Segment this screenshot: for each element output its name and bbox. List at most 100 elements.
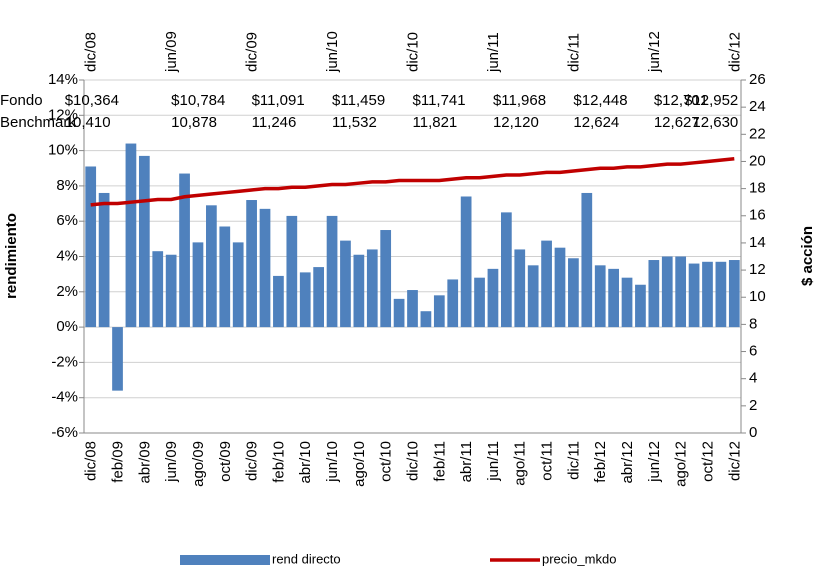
bar [259,208,271,328]
top-tick-label: dic/10 [404,32,421,72]
bar [661,256,673,328]
top-tick-label: jun/12 [646,31,663,73]
y-tick-label: 10% [48,142,78,159]
y-axis-title: rendimiento [3,213,20,299]
x-tick-label: ago/12 [673,441,690,487]
top-tick-label: jun/10 [324,31,341,73]
x-tick-label: feb/12 [592,441,609,483]
y2-tick-label: 22 [749,125,766,142]
bar [206,205,217,328]
y-tick-label: -2% [51,353,78,370]
bar [179,173,190,328]
bar [433,295,445,328]
x-tick-label: oct/11 [539,441,556,481]
y2-tick-label: 2 [749,397,757,414]
bar [165,254,177,328]
x-tick-label: abr/09 [136,441,153,484]
annotation-value: $12,952 [684,92,738,109]
y2-tick-label: 4 [749,370,757,387]
y2-tick-label: 6 [749,343,757,360]
bar [500,212,512,328]
bar [340,240,351,328]
bar [568,258,579,328]
bar [514,249,526,328]
bar [460,196,472,328]
y2-tick-label: 10 [749,288,766,305]
top-tick-label: dic/11 [565,33,582,72]
annotation-value: $10,364 [65,92,119,109]
bar [393,298,405,328]
bar [366,249,378,328]
annotation-value: $11,091 [252,92,305,109]
bar [407,290,418,328]
annotation-value: 10,410 [65,114,111,131]
line [90,157,735,207]
bar [581,192,593,328]
bar [152,251,164,328]
x-tick-label: dic/12 [726,441,743,481]
bar [299,272,311,328]
annotation-value: 11,246 [252,114,297,131]
annotation-value: $10,784 [171,92,225,109]
x-tick-label: jun/12 [646,441,663,483]
annotation-value: $11,968 [493,92,546,109]
x-tick-label: jun/10 [324,441,341,483]
bar [232,242,244,328]
x-tick-label: dic/09 [244,441,261,481]
annotation-label: Fondo [0,92,43,109]
bar [715,261,727,328]
x-tick-label: ago/09 [190,441,207,487]
bar [353,254,365,328]
bar [380,230,392,328]
bar [125,143,137,328]
bar [313,267,325,328]
top-tick-label: dic/09 [244,32,261,72]
x-tick-label: ago/11 [512,441,529,486]
bar [608,268,619,328]
annotation-value: $12,701 [654,92,708,109]
bar [702,261,713,328]
x-tick-label: jun/11 [485,441,502,482]
annotation-value: 11,532 [332,114,377,131]
y2-tick-label: 20 [749,152,766,169]
bar [246,200,257,328]
bar [138,155,150,328]
bar [85,166,97,328]
y-tick-label: 0% [56,318,78,335]
y2-tick-label: 0 [749,424,757,441]
annotation-value: 12,624 [573,114,619,131]
x-tick-label: oct/09 [217,441,234,482]
top-tick-label: dic/08 [83,32,100,72]
y2-tick-label: 12 [749,261,766,278]
top-tick-label: dic/12 [726,32,743,72]
bar [474,277,485,328]
y2-tick-label: 24 [749,98,766,115]
x-tick-label: dic/10 [404,441,421,481]
annotation-value: $12,448 [573,92,627,109]
x-tick-label: oct/10 [378,441,395,482]
bar [541,240,552,328]
bar [273,275,284,328]
y-tick-label: 14% [48,71,78,88]
x-tick-label: jun/09 [163,441,180,483]
x-tick-label: ago/10 [351,441,368,487]
bar [688,263,700,328]
legend-label: rend directo [272,551,341,566]
bar [192,242,204,328]
top-tick-label: jun/11 [485,32,502,73]
bar [621,277,633,328]
bar [219,226,231,328]
x-tick-label: abr/11 [458,441,475,482]
bar [326,215,338,328]
y2-tick-label: 18 [749,180,766,197]
y-tick-label: 6% [56,212,78,229]
bar [527,265,539,328]
bar [286,215,298,328]
y2-axis-title: $ acción [799,226,816,286]
bar [447,279,459,328]
x-tick-label: dic/08 [83,441,100,481]
top-tick-label: jun/09 [163,31,180,73]
y2-tick-label: 26 [749,71,766,88]
